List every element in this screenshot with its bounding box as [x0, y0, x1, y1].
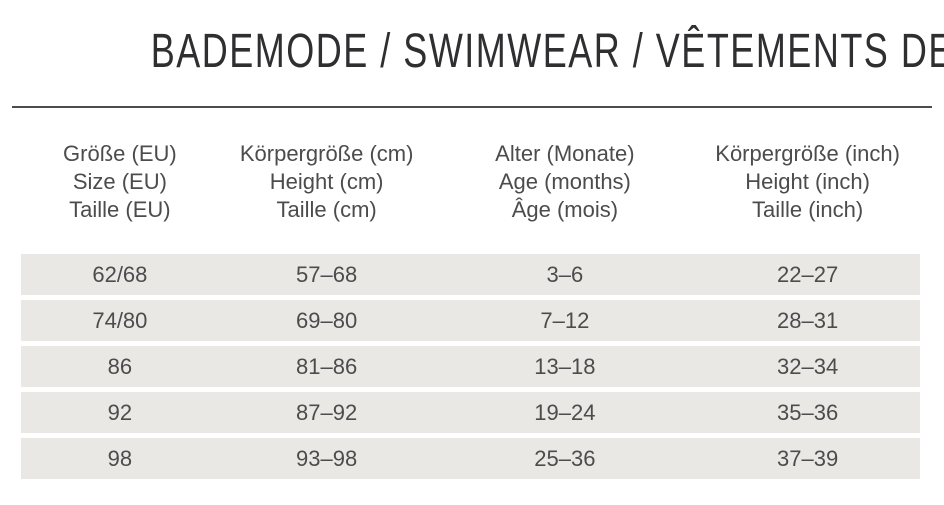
header-line: Taille (cm)	[276, 197, 377, 222]
table-cell-size: 62/68	[92, 261, 148, 287]
table-cell-height-cm: 69–80	[296, 307, 358, 333]
table-row: 62/68 57–68 3–6 22–27	[21, 254, 920, 295]
header-line: Height (inch)	[745, 169, 870, 194]
table-header-row: Größe (EU) Size (EU) Taille (EU) Körperg…	[21, 140, 920, 224]
header-line: Taille (EU)	[69, 197, 171, 222]
title-divider	[12, 106, 932, 108]
table-cell-height-cm: 81–86	[296, 353, 358, 379]
header-line: Âge (mois)	[511, 197, 619, 222]
table-cell-age: 3–6	[546, 261, 584, 287]
title-bar: BADEMODE / SWIMWEAR / VÊTEMENTS DE BAIN	[0, 26, 944, 78]
header-line: Alter (Monate)	[495, 141, 635, 166]
column-header-size-eu: Größe (EU) Size (EU) Taille (EU)	[21, 140, 219, 224]
page-title: BADEMODE / SWIMWEAR / VÊTEMENTS DE BAIN	[150, 25, 944, 78]
table-cell-size: 98	[107, 445, 133, 471]
table-cell-age: 7–12	[540, 307, 590, 333]
header-line: Size (EU)	[72, 169, 167, 194]
column-header-height-cm: Körpergröße (cm) Height (cm) Taille (cm)	[219, 140, 435, 224]
header-line: Age (months)	[498, 169, 631, 194]
table-cell-age: 25–36	[534, 445, 596, 471]
table-row: 98 93–98 25–36 37–39	[21, 438, 920, 479]
table-body: 62/68 57–68 3–6 22–27 74/80 69–80 7–12 2…	[0, 254, 944, 479]
table-row: 86 81–86 13–18 32–34	[21, 346, 920, 387]
table-cell-size: 92	[107, 399, 133, 425]
table-row: 92 87–92 19–24 35–36	[21, 392, 920, 433]
table-cell-height-inch: 35–36	[777, 399, 839, 425]
header-line: Height (cm)	[269, 169, 384, 194]
table-cell-height-inch: 28–31	[777, 307, 839, 333]
table-cell-height-cm: 87–92	[296, 399, 358, 425]
table-row: 74/80 69–80 7–12 28–31	[21, 300, 920, 341]
column-header-age-months: Alter (Monate) Age (months) Âge (mois)	[435, 140, 696, 224]
header-line: Körpergröße (inch)	[715, 141, 900, 166]
table-cell-height-cm: 93–98	[296, 445, 358, 471]
size-chart: BADEMODE / SWIMWEAR / VÊTEMENTS DE BAIN …	[0, 26, 944, 505]
table-cell-height-cm: 57–68	[296, 261, 358, 287]
table-cell-height-inch: 37–39	[777, 445, 839, 471]
column-header-height-inch: Körpergröße (inch) Height (inch) Taille …	[695, 140, 920, 224]
table-cell-age: 19–24	[534, 399, 596, 425]
header-line: Körpergröße (cm)	[239, 141, 414, 166]
header-line: Taille (inch)	[751, 197, 864, 222]
table-cell-size: 86	[107, 353, 133, 379]
table-cell-age: 13–18	[534, 353, 596, 379]
table-cell-size: 74/80	[92, 307, 148, 333]
table-cell-height-inch: 32–34	[777, 353, 839, 379]
table-cell-height-inch: 22–27	[777, 261, 839, 287]
header-line: Größe (EU)	[63, 141, 177, 166]
